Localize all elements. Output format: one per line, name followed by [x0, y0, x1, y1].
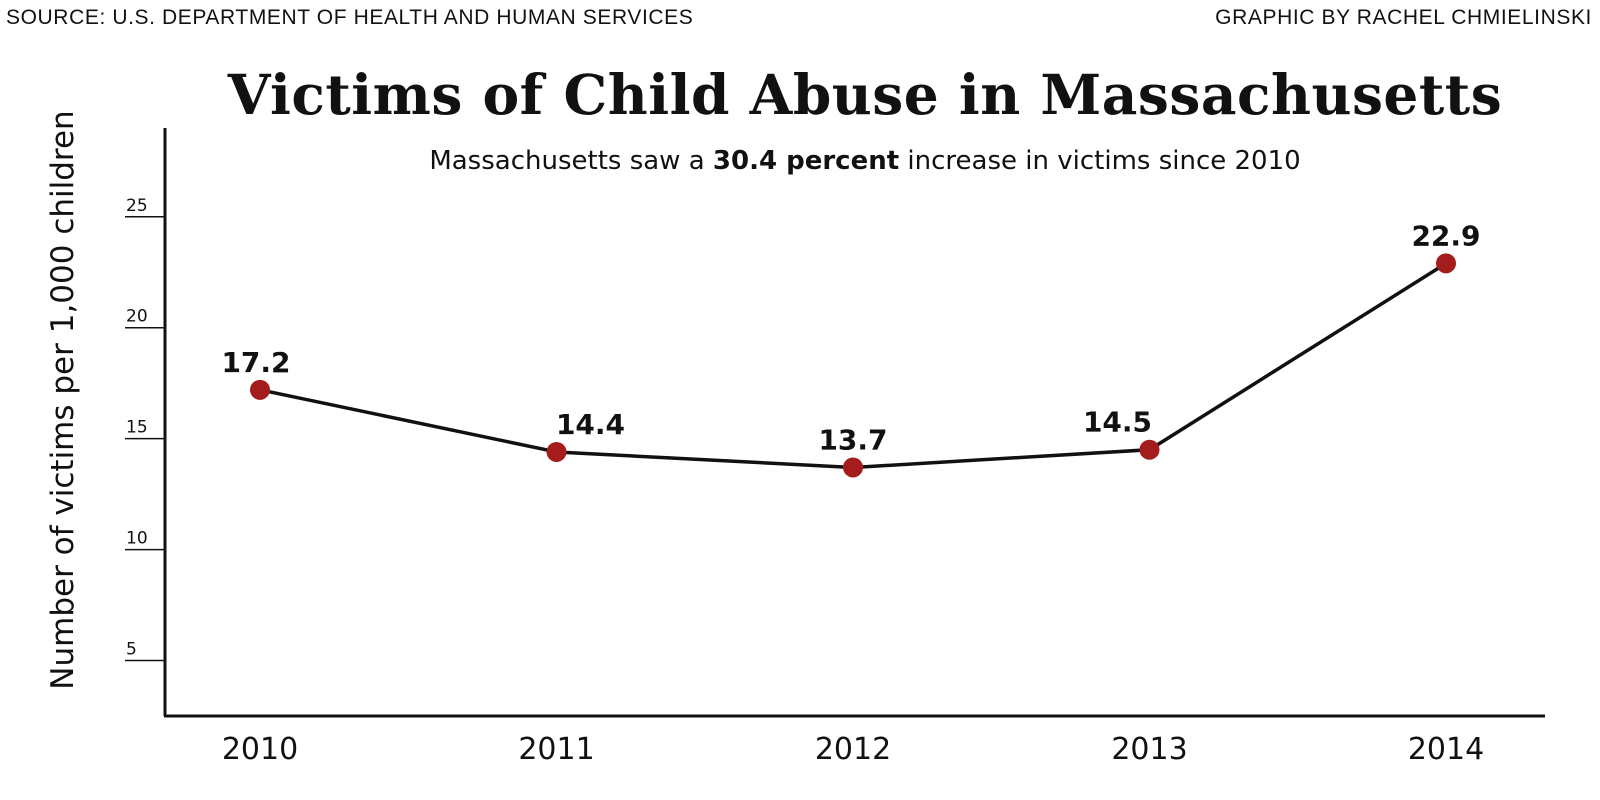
- y-ticks: 5 10 15 20 25: [125, 196, 165, 662]
- subtitle-text-before: Massachusetts saw a: [429, 146, 713, 176]
- chart-title: Victims of Child Abuse in Massachusetts: [227, 62, 1503, 127]
- data-point: [546, 441, 567, 462]
- subtitle-text-after: increase in victims since 2010: [899, 146, 1301, 176]
- y-tick-label: 25: [126, 196, 148, 216]
- data-label: 14.4: [556, 408, 625, 441]
- data-point: [843, 457, 863, 478]
- x-tick-label: 2013: [1111, 732, 1187, 767]
- source-note: SOURCE: U.S. DEPARTMENT OF HEALTH AND HU…: [6, 6, 694, 29]
- x-tick-label: 2012: [815, 732, 891, 767]
- data-label: 13.7: [818, 423, 887, 456]
- x-tick-label: 2014: [1408, 732, 1484, 767]
- data-labels: 17.2 14.4 13.7 14.5 22.9: [221, 219, 1480, 456]
- y-tick-label: 5: [126, 640, 137, 660]
- graphic-credit: GRAPHIC BY RACHEL CHMIELINSKI: [1215, 6, 1592, 29]
- chart-subtitle: Massachusetts saw a 30.4 percent increas…: [165, 146, 1565, 176]
- x-ticks: 2010 2011 2012 2013 2014: [222, 732, 1484, 767]
- data-label: 14.5: [1083, 406, 1152, 439]
- data-point: [250, 379, 270, 400]
- y-tick-label: 15: [126, 418, 148, 438]
- data-label: 17.2: [221, 346, 290, 379]
- subtitle-highlight: 30.4 percent: [712, 146, 900, 176]
- x-tick-label: 2011: [518, 732, 594, 767]
- y-tick-label: 10: [126, 529, 148, 549]
- y-tick-label: 20: [126, 307, 148, 327]
- data-point: [1436, 253, 1456, 274]
- data-label: 22.9: [1411, 219, 1480, 252]
- data-points: [250, 253, 1456, 478]
- x-tick-label: 2010: [222, 732, 298, 767]
- data-point: [1139, 439, 1160, 460]
